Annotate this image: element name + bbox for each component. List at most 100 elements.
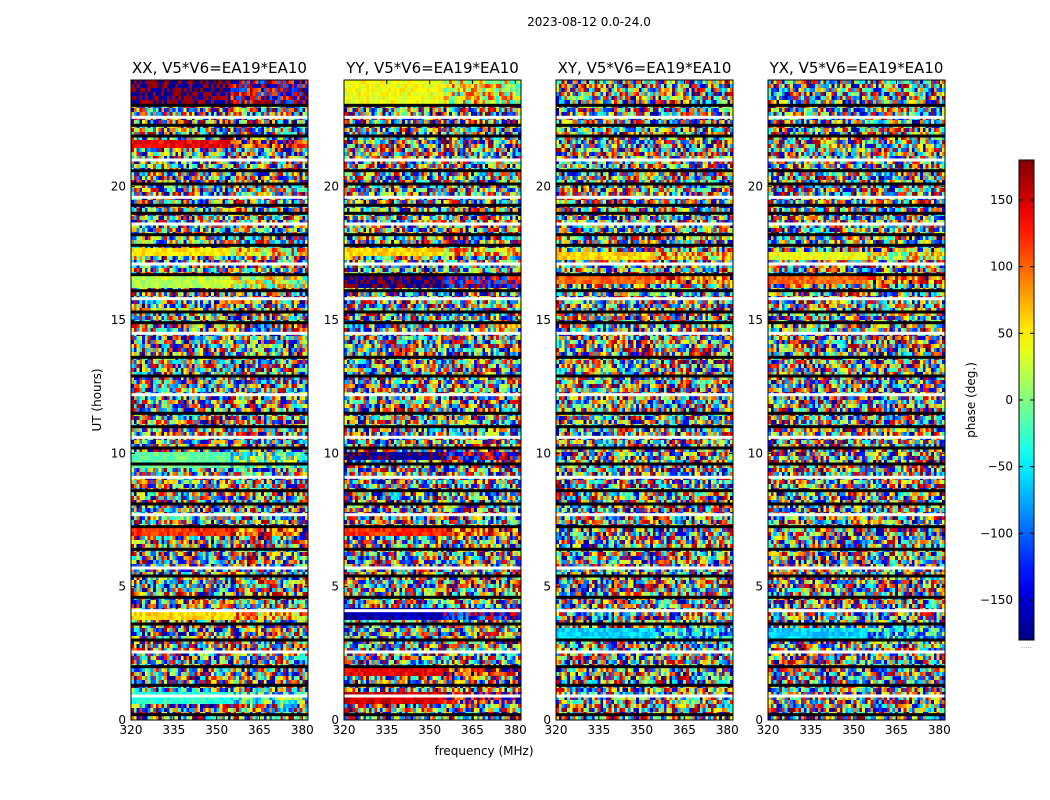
flagged-row bbox=[344, 195, 521, 199]
flagged-row bbox=[131, 321, 308, 325]
y-tick-label: 20 bbox=[111, 180, 126, 194]
y-tick-label: 0 bbox=[755, 713, 763, 727]
flagged-row bbox=[768, 158, 945, 162]
y-tick-label: 20 bbox=[324, 180, 339, 194]
flagged-row bbox=[131, 195, 308, 199]
flagged-row bbox=[131, 331, 308, 335]
flagged-row bbox=[344, 211, 521, 215]
flagged-row bbox=[556, 195, 733, 199]
x-tick-label: 350 bbox=[630, 723, 653, 737]
flagged-row bbox=[344, 462, 521, 466]
flagged-row bbox=[556, 297, 733, 301]
flagged-row bbox=[768, 489, 945, 493]
heatmap-image-4 bbox=[768, 80, 945, 720]
flagged-row bbox=[556, 273, 733, 277]
panel-title: XX, V5*V6=EA19*EA10 bbox=[132, 59, 307, 77]
flagged-row bbox=[556, 595, 733, 599]
flagged-row bbox=[344, 694, 521, 698]
colorbar-tick-label: 150 bbox=[990, 193, 1013, 207]
flagged-row bbox=[344, 123, 521, 127]
flagged-row bbox=[131, 446, 308, 450]
flagged-row bbox=[768, 374, 945, 378]
y-tick-label: 20 bbox=[748, 180, 763, 194]
flagged-row bbox=[131, 297, 308, 301]
flagged-row bbox=[344, 566, 521, 570]
flagged-row bbox=[556, 713, 733, 717]
flagged-row bbox=[131, 566, 308, 570]
y-tick-label: 0 bbox=[543, 713, 551, 727]
flagged-row bbox=[131, 273, 308, 277]
flagged-row bbox=[768, 683, 945, 687]
flagged-row bbox=[556, 243, 733, 247]
flagged-row bbox=[768, 665, 945, 669]
flagged-row bbox=[131, 665, 308, 669]
flagged-row bbox=[768, 273, 945, 277]
flagged-row bbox=[556, 609, 733, 613]
figure-suptitle: 2023-08-12 0.0-24.0 bbox=[527, 15, 651, 29]
panel-3: XY, V5*V6=EA19*EA10 320 335 350 365 380 0 5 10 15… bbox=[536, 59, 739, 737]
flagged-row bbox=[768, 297, 945, 301]
flagged-row bbox=[556, 355, 733, 359]
flagged-row bbox=[131, 547, 308, 551]
flagged-row bbox=[768, 525, 945, 529]
flagged-row bbox=[768, 513, 945, 517]
flagged-row bbox=[131, 289, 308, 293]
flagged-row bbox=[556, 211, 733, 215]
flagged-row bbox=[344, 547, 521, 551]
x-tick-label: 350 bbox=[842, 723, 865, 737]
flagged-row bbox=[131, 169, 308, 173]
flagged-row bbox=[131, 243, 308, 247]
flagged-row bbox=[344, 446, 521, 450]
colorbar: −150 −100 −50 0 50 100 150..... bbox=[980, 159, 1035, 650]
flagged-row bbox=[344, 310, 521, 314]
y-tick-label: 5 bbox=[543, 580, 551, 594]
flagged-row bbox=[556, 115, 733, 119]
flagged-row bbox=[344, 713, 521, 717]
flagged-row bbox=[344, 595, 521, 599]
flagged-row bbox=[131, 683, 308, 687]
flagged-row bbox=[768, 393, 945, 397]
flagged-row bbox=[556, 158, 733, 162]
flagged-row bbox=[768, 262, 945, 266]
flagged-row bbox=[344, 489, 521, 493]
x-tick-label: 365 bbox=[673, 723, 696, 737]
flagged-row bbox=[131, 574, 308, 578]
flagged-row bbox=[768, 310, 945, 314]
x-tick-label: 365 bbox=[248, 723, 271, 737]
flagged-row bbox=[344, 683, 521, 687]
flagged-row bbox=[556, 574, 733, 578]
flagged-row bbox=[344, 525, 521, 529]
x-tick-label: 380 bbox=[716, 723, 739, 737]
y-tick-label: 10 bbox=[536, 446, 551, 460]
x-tick-label: 365 bbox=[885, 723, 908, 737]
flagged-row bbox=[131, 713, 308, 717]
flagged-row bbox=[556, 665, 733, 669]
flagged-row bbox=[131, 374, 308, 378]
flagged-row bbox=[556, 513, 733, 517]
x-tick-label: 350 bbox=[418, 723, 441, 737]
flagged-row bbox=[131, 435, 308, 439]
y-tick-label: 20 bbox=[536, 180, 551, 194]
y-tick-label: 15 bbox=[536, 313, 551, 327]
flagged-row bbox=[556, 638, 733, 642]
flagged-row bbox=[768, 502, 945, 506]
y-tick-label: 0 bbox=[118, 713, 126, 727]
y-tick-label: 15 bbox=[324, 313, 339, 327]
x-tick-label: 380 bbox=[504, 723, 527, 737]
flagged-row bbox=[131, 211, 308, 215]
flagged-row bbox=[344, 158, 521, 162]
flagged-row bbox=[768, 103, 945, 107]
flagged-row bbox=[768, 123, 945, 127]
colorbar-label: phase (deg.) bbox=[964, 362, 978, 438]
flagged-row bbox=[344, 374, 521, 378]
x-tick-label: 320 bbox=[120, 723, 143, 737]
panel-4: YX, V5*V6=EA19*EA10 320 335 350 365 380 0 5 10 15… bbox=[748, 59, 951, 737]
flagged-row bbox=[131, 638, 308, 642]
panel-title: YX, V5*V6=EA19*EA10 bbox=[769, 59, 944, 77]
x-tick-label: 320 bbox=[757, 723, 780, 737]
colorbar-tick-label: −150 bbox=[980, 593, 1013, 607]
flagged-row bbox=[131, 489, 308, 493]
flagged-row bbox=[556, 475, 733, 479]
panel-title: XY, V5*V6=EA19*EA10 bbox=[558, 59, 732, 77]
flagged-row bbox=[768, 638, 945, 642]
